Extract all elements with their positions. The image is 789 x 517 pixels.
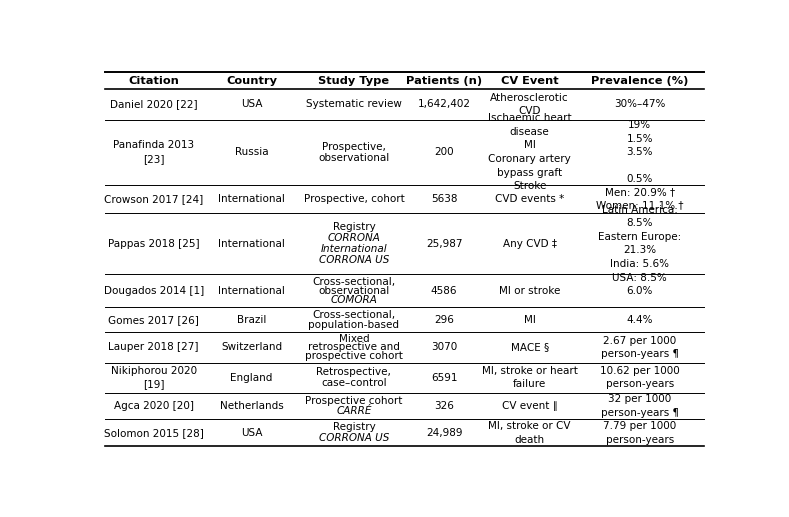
Text: Any CVD ‡: Any CVD ‡ bbox=[503, 238, 557, 249]
Text: 6591: 6591 bbox=[431, 373, 458, 383]
Text: Russia: Russia bbox=[234, 147, 268, 157]
Text: Retrospective,: Retrospective, bbox=[316, 367, 391, 377]
Text: USA: USA bbox=[241, 99, 262, 110]
Text: Switzerland: Switzerland bbox=[221, 342, 282, 353]
Text: Lauper 2018 [27]: Lauper 2018 [27] bbox=[108, 342, 199, 353]
Text: Patients (n): Patients (n) bbox=[406, 75, 482, 86]
Text: Systematic review: Systematic review bbox=[306, 99, 402, 110]
Text: International: International bbox=[218, 286, 285, 296]
Text: CVD events *: CVD events * bbox=[495, 194, 564, 204]
Text: International: International bbox=[320, 244, 387, 254]
Text: 25,987: 25,987 bbox=[426, 238, 462, 249]
Text: 24,989: 24,989 bbox=[426, 428, 462, 438]
Text: CORRONA US: CORRONA US bbox=[319, 433, 389, 443]
Text: 10.62 per 1000
person-years: 10.62 per 1000 person-years bbox=[600, 366, 679, 389]
Text: Brazil: Brazil bbox=[237, 315, 266, 325]
Text: MI, stroke or heart
failure: MI, stroke or heart failure bbox=[482, 366, 578, 389]
Text: USA: USA bbox=[241, 428, 262, 438]
Text: 7.79 per 1000
person-years: 7.79 per 1000 person-years bbox=[603, 421, 676, 445]
Text: 326: 326 bbox=[434, 401, 454, 411]
Text: Daniel 2020 [22]: Daniel 2020 [22] bbox=[110, 99, 197, 110]
Text: 5638: 5638 bbox=[431, 194, 458, 204]
Text: observational: observational bbox=[318, 153, 390, 163]
Text: 19%
1.5%
3.5%

0.5%: 19% 1.5% 3.5% 0.5% bbox=[626, 120, 653, 185]
Text: Registry: Registry bbox=[332, 222, 376, 232]
Text: International: International bbox=[218, 194, 285, 204]
Text: CV event ∥: CV event ∥ bbox=[502, 401, 558, 411]
Text: Prospective, cohort: Prospective, cohort bbox=[304, 194, 404, 204]
Text: Panafinda 2013
[23]: Panafinda 2013 [23] bbox=[113, 140, 194, 164]
Text: International: International bbox=[218, 238, 285, 249]
Text: Prevalence (%): Prevalence (%) bbox=[591, 75, 689, 86]
Text: MACE §: MACE § bbox=[510, 342, 549, 353]
Text: Prospective cohort: Prospective cohort bbox=[305, 396, 402, 406]
Text: Ischaemic heart
disease
MI
Coronary artery
bypass graft
Stroke: Ischaemic heart disease MI Coronary arte… bbox=[488, 113, 571, 191]
Text: 200: 200 bbox=[434, 147, 454, 157]
Text: 1,642,402: 1,642,402 bbox=[417, 99, 470, 110]
Text: Study Type: Study Type bbox=[318, 75, 390, 86]
Text: CORRONA: CORRONA bbox=[327, 233, 380, 243]
Text: 32 per 1000
person-years ¶: 32 per 1000 person-years ¶ bbox=[600, 394, 679, 418]
Text: 3070: 3070 bbox=[431, 342, 458, 353]
Text: Cross-sectional,: Cross-sectional, bbox=[312, 310, 395, 320]
Text: Registry: Registry bbox=[332, 422, 376, 432]
Text: England: England bbox=[230, 373, 273, 383]
Text: Citation: Citation bbox=[129, 75, 179, 86]
Text: MI: MI bbox=[524, 315, 536, 325]
Text: population-based: population-based bbox=[308, 320, 399, 330]
Text: case–control: case–control bbox=[321, 378, 387, 388]
Text: Mixed: Mixed bbox=[338, 334, 369, 344]
Text: retrospective and: retrospective and bbox=[308, 342, 400, 353]
Text: Country: Country bbox=[226, 75, 277, 86]
Text: 2.67 per 1000
person-years ¶: 2.67 per 1000 person-years ¶ bbox=[600, 336, 679, 359]
Text: COMORA: COMORA bbox=[331, 295, 377, 305]
Text: Latin America:
8.5%
Eastern Europe:
21.3%
India: 5.6%
USA: 8.5%: Latin America: 8.5% Eastern Europe: 21.3… bbox=[598, 205, 682, 282]
Text: Atherosclerotic
CVD: Atherosclerotic CVD bbox=[491, 93, 569, 116]
Text: Crowson 2017 [24]: Crowson 2017 [24] bbox=[104, 194, 204, 204]
Text: prospective cohort: prospective cohort bbox=[305, 351, 403, 361]
Text: Dougados 2014 [1]: Dougados 2014 [1] bbox=[103, 286, 204, 296]
Text: Men: 20.9% †
Women: 11.1% †: Men: 20.9% † Women: 11.1% † bbox=[596, 187, 683, 210]
Text: CV Event: CV Event bbox=[501, 75, 559, 86]
Text: Agca 2020 [20]: Agca 2020 [20] bbox=[114, 401, 193, 411]
Text: Gomes 2017 [26]: Gomes 2017 [26] bbox=[108, 315, 199, 325]
Text: Netherlands: Netherlands bbox=[219, 401, 283, 411]
Text: observational: observational bbox=[318, 286, 390, 296]
Text: MI or stroke: MI or stroke bbox=[499, 286, 560, 296]
Text: 4.4%: 4.4% bbox=[626, 315, 653, 325]
Text: Solomon 2015 [28]: Solomon 2015 [28] bbox=[103, 428, 204, 438]
Text: 4586: 4586 bbox=[431, 286, 458, 296]
Text: CORRONA US: CORRONA US bbox=[319, 255, 389, 265]
Text: MI, stroke or CV
death: MI, stroke or CV death bbox=[488, 421, 571, 445]
Text: Cross-sectional,: Cross-sectional, bbox=[312, 277, 395, 286]
Text: 6.0%: 6.0% bbox=[626, 286, 653, 296]
Text: CARRÉ: CARRÉ bbox=[336, 406, 372, 416]
Text: Pappas 2018 [25]: Pappas 2018 [25] bbox=[108, 238, 200, 249]
Text: 30%–47%: 30%–47% bbox=[614, 99, 665, 110]
Text: Prospective,: Prospective, bbox=[322, 142, 386, 151]
Text: 296: 296 bbox=[434, 315, 454, 325]
Text: Nikiphorou 2020
[19]: Nikiphorou 2020 [19] bbox=[110, 366, 196, 389]
